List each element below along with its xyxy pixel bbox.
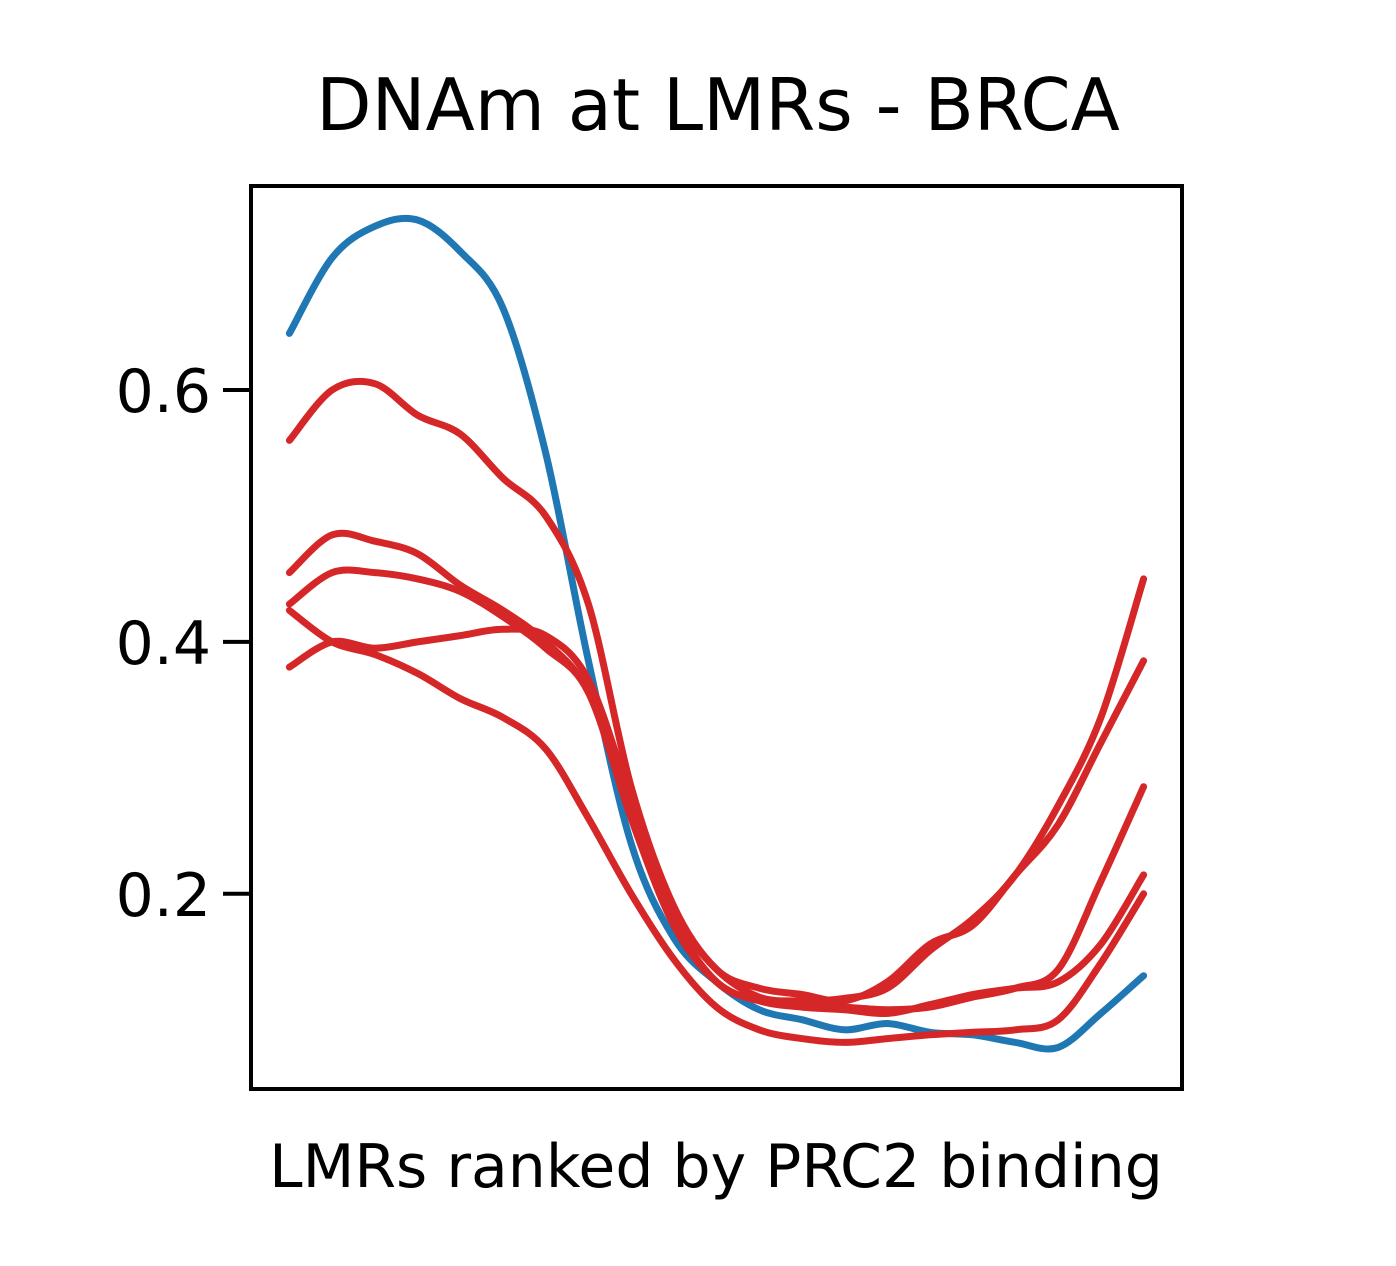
series-layer [285,214,1148,1053]
plot-area [249,184,1184,1091]
plot-frame [249,184,1184,1091]
chart-title: DNAm at LMRs - BRCA [316,63,1120,147]
y-tick-label: 0.6 [116,357,211,427]
y-tick-label: 0.4 [116,609,211,679]
y-tick-label: 0.2 [116,861,211,931]
series-line-2 [285,377,1148,1005]
series-line-6 [285,606,1148,1046]
series-line-3 [285,529,1148,1005]
series-line-5 [285,625,1148,1018]
x-axis-label: LMRs ranked by PRC2 binding [269,1132,1163,1202]
y-axis: 0.2 0.4 0.6 [116,357,251,931]
series-line-4 [285,566,1148,1014]
series-line-1 [285,214,1148,1053]
